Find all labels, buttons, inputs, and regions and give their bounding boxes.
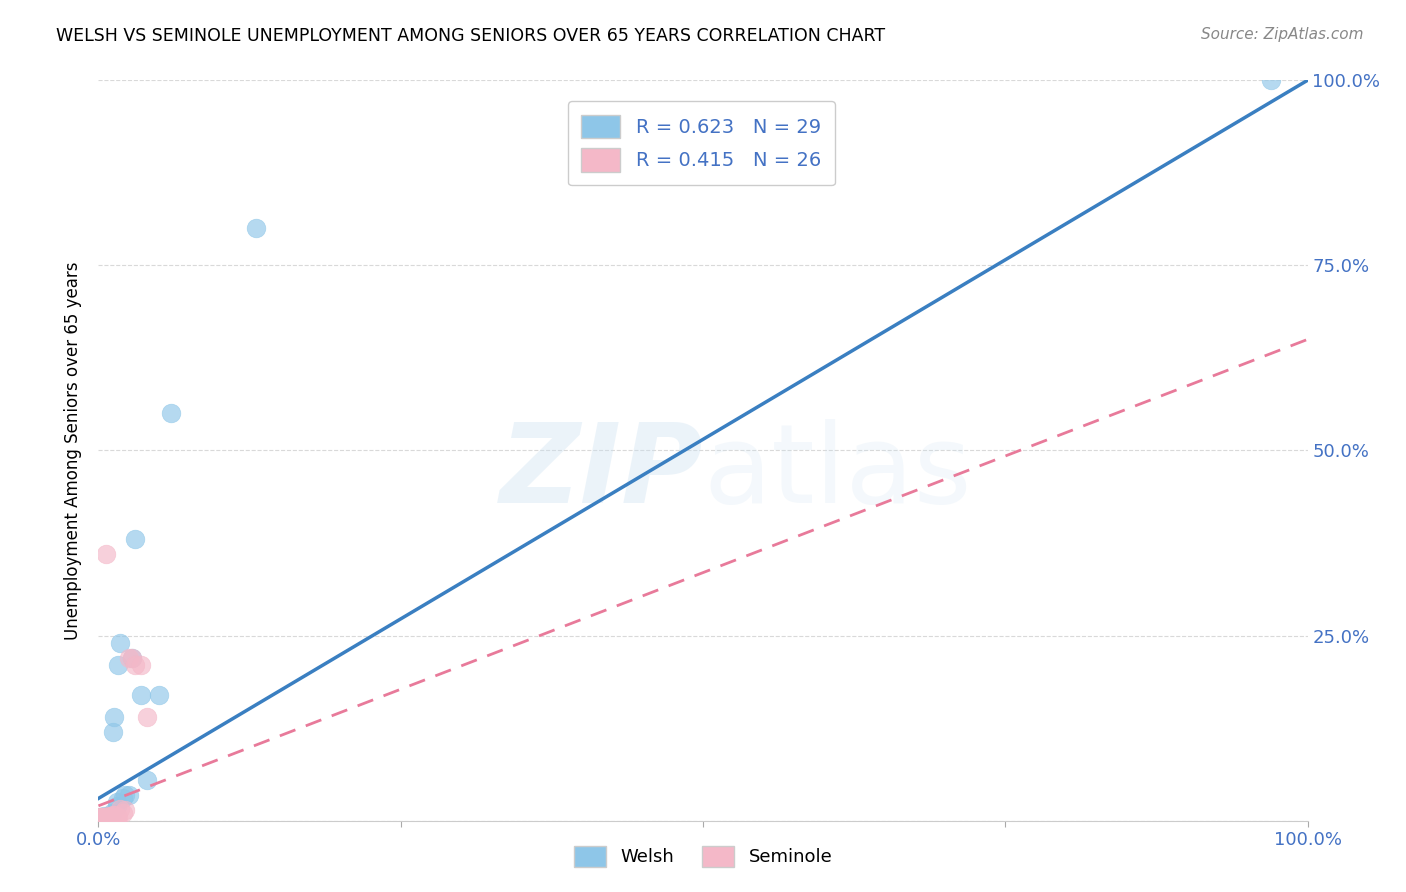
- Point: [105, 798, 128, 813]
- Point: [107, 658, 129, 673]
- Legend: R = 0.623   N = 29, R = 0.415   N = 26: R = 0.623 N = 29, R = 0.415 N = 26: [568, 101, 835, 186]
- Point: [245, 221, 267, 235]
- Point: [100, 806, 122, 821]
- Point: [91, 812, 114, 826]
- Point: [91, 811, 114, 825]
- Point: [90, 810, 112, 824]
- Legend: Welsh, Seminole: Welsh, Seminole: [567, 838, 839, 874]
- Point: [101, 724, 124, 739]
- Point: [97, 809, 120, 823]
- Point: [96, 810, 118, 824]
- Point: [148, 688, 170, 702]
- Point: [94, 811, 117, 825]
- Point: [89, 810, 111, 824]
- Point: [90, 811, 112, 825]
- Point: [135, 772, 157, 787]
- Point: [105, 795, 128, 809]
- Point: [93, 809, 115, 823]
- Point: [100, 810, 122, 824]
- Point: [111, 806, 134, 821]
- Point: [90, 812, 112, 826]
- Text: atlas: atlas: [703, 419, 972, 526]
- Y-axis label: Unemployment Among Seniors over 65 years: Unemployment Among Seniors over 65 years: [65, 261, 83, 640]
- Point: [98, 810, 121, 824]
- Point: [91, 812, 114, 826]
- Point: [89, 810, 111, 824]
- Point: [111, 791, 134, 805]
- Point: [1260, 73, 1282, 87]
- Point: [101, 808, 124, 822]
- Point: [114, 803, 136, 817]
- Point: [129, 688, 152, 702]
- Point: [108, 636, 131, 650]
- Point: [135, 710, 157, 724]
- Point: [121, 650, 143, 665]
- Point: [94, 547, 117, 561]
- Point: [93, 811, 115, 825]
- Point: [124, 533, 146, 547]
- Point: [107, 810, 129, 824]
- Point: [93, 810, 115, 824]
- Point: [91, 810, 114, 824]
- Point: [97, 809, 120, 823]
- Point: [129, 658, 152, 673]
- Point: [98, 810, 121, 824]
- Point: [103, 710, 125, 724]
- Point: [96, 810, 118, 824]
- Point: [121, 650, 143, 665]
- Point: [118, 788, 141, 802]
- Point: [89, 812, 111, 826]
- Point: [114, 788, 136, 802]
- Point: [124, 658, 146, 673]
- Text: Source: ZipAtlas.com: Source: ZipAtlas.com: [1201, 27, 1364, 42]
- Point: [105, 810, 128, 824]
- Text: WELSH VS SEMINOLE UNEMPLOYMENT AMONG SENIORS OVER 65 YEARS CORRELATION CHART: WELSH VS SEMINOLE UNEMPLOYMENT AMONG SEN…: [56, 27, 886, 45]
- Point: [118, 650, 141, 665]
- Point: [100, 809, 122, 823]
- Point: [93, 810, 115, 824]
- Point: [108, 802, 131, 816]
- Text: ZIP: ZIP: [499, 419, 703, 526]
- Point: [100, 808, 122, 822]
- Point: [103, 807, 125, 822]
- Point: [160, 407, 183, 421]
